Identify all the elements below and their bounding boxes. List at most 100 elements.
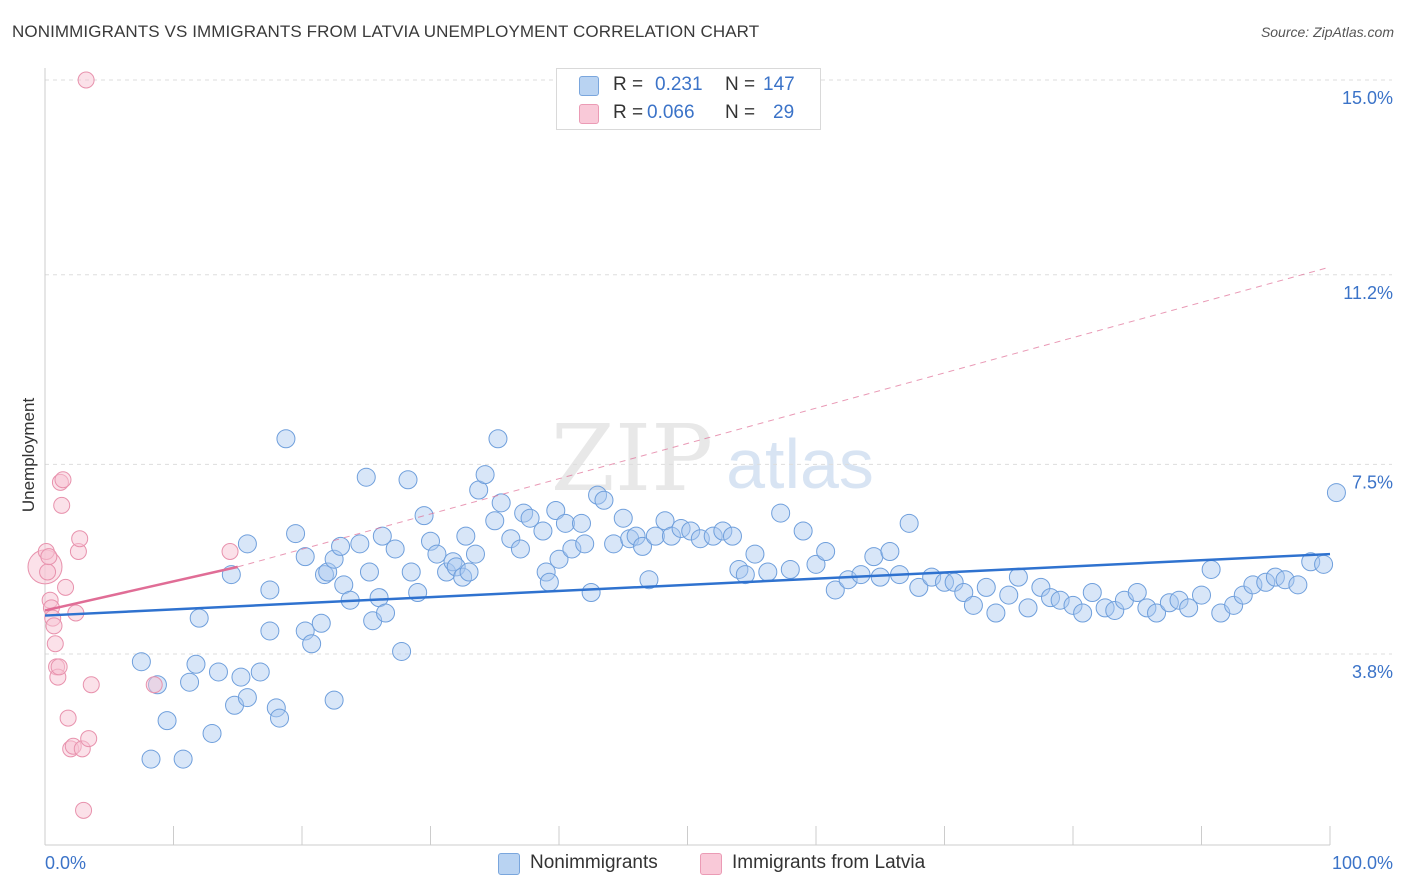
nonimmigrants-point	[260, 621, 280, 641]
legend-r-value: 0.231	[655, 74, 703, 95]
nonimmigrants-point	[1288, 575, 1308, 595]
nonimmigrants-point	[722, 526, 742, 546]
immigrants-latvia-point	[77, 71, 95, 89]
nonimmigrants-point	[485, 511, 505, 531]
nonimmigrants-point	[681, 521, 701, 541]
bottom-legend-label: Immigrants from Latvia	[732, 852, 926, 873]
nonimmigrants-point	[864, 547, 884, 567]
nonimmigrants-point	[575, 534, 595, 554]
nonimmigrants-point	[186, 654, 206, 674]
nonimmigrants-point	[266, 698, 286, 718]
immigrants-latvia-point	[221, 543, 239, 560]
trend-lines	[44, 266, 1331, 617]
nonimmigrants-point	[392, 641, 412, 661]
nonimmigrants-point	[1314, 554, 1334, 574]
nonimmigrants-point	[825, 580, 845, 600]
nonimmigrants-point	[1147, 603, 1167, 623]
nonimmigrants-point	[729, 559, 749, 579]
nonimmigrants-point	[401, 562, 421, 582]
nonimmigrants-point	[588, 485, 608, 505]
nonimmigrants-point	[208, 662, 228, 682]
legend-r-label: R =	[613, 74, 644, 95]
immigrants-latvia-point	[82, 676, 100, 694]
nonimmigrants-points	[131, 429, 1346, 769]
legend-r-label: R =	[613, 102, 644, 123]
chart-title: NONIMMIGRANTS VS IMMIGRANTS FROM LATVIA …	[12, 22, 760, 41]
nonimmigrants-point	[954, 583, 974, 602]
nonimmigrants-point	[909, 577, 929, 597]
nonimmigrants-point	[645, 526, 665, 546]
nonimmigrants-point	[180, 672, 200, 692]
nonimmigrants-point	[459, 562, 479, 582]
y-tick-label: 7.5%	[1352, 472, 1393, 492]
legend-n-label: N =	[725, 102, 756, 123]
nonimmigrants-point	[385, 539, 405, 559]
nonimmigrants-point	[703, 526, 723, 546]
nonimmigrants-point	[446, 557, 466, 577]
nonimmigrants-point	[202, 723, 222, 743]
immigrants-latvia-point	[39, 563, 57, 581]
immigrants-latvia-point	[46, 635, 64, 653]
immigrants-latvia-point	[145, 676, 163, 694]
nonimmigrants-point	[838, 570, 858, 590]
nonimmigrants-point	[1050, 590, 1070, 610]
legend-n-label: N =	[725, 74, 756, 95]
bottom-legend-swatch-pink	[700, 853, 722, 875]
immigrants-latvia-point	[75, 801, 93, 819]
nonimmigrants-point	[1201, 559, 1221, 579]
nonimmigrants-point	[639, 570, 659, 590]
nonimmigrants-point	[414, 506, 434, 526]
nonimmigrants-point	[758, 562, 778, 582]
nonimmigrants-trend-line	[44, 552, 1331, 617]
nonimmigrants-point	[899, 513, 919, 533]
legend-swatch-pink	[579, 104, 599, 124]
nonimmigrants-point	[376, 603, 396, 623]
nonimmigrants-point	[999, 585, 1019, 605]
nonimmigrants-point	[250, 662, 270, 682]
nonimmigrants-point	[1127, 583, 1147, 602]
nonimmigrants-point	[1326, 483, 1346, 503]
nonimmigrants-point	[295, 547, 315, 567]
y-tick-label: 11.2%	[1343, 283, 1393, 303]
nonimmigrants-point	[488, 429, 508, 449]
y-tick-label: 3.8%	[1352, 662, 1393, 682]
legend: R = 0.231 N = 147 R = 0.066 N = 29	[556, 68, 821, 130]
nonimmigrants-point	[1169, 590, 1189, 610]
immigrants-latvia-point	[80, 730, 98, 748]
nonimmigrants-point	[771, 503, 791, 523]
nonimmigrants-point	[465, 544, 485, 564]
nonimmigrants-point	[555, 513, 575, 533]
nonimmigrants-point	[141, 749, 161, 769]
nonimmigrants-point	[157, 711, 177, 731]
immigrants-latvia-trend-extension	[237, 266, 1331, 568]
nonimmigrants-point	[780, 559, 800, 579]
immigrants-latvia-point	[54, 471, 72, 489]
nonimmigrants-point	[398, 470, 418, 490]
nonimmigrants-point	[533, 521, 553, 541]
nonimmigrants-point	[1192, 585, 1211, 605]
nonimmigrants-point	[536, 562, 556, 582]
nonimmigrants-point	[324, 690, 344, 710]
nonimmigrants-point	[963, 595, 983, 615]
nonimmigrants-point	[359, 562, 379, 582]
nonimmigrants-point	[270, 708, 290, 728]
nonimmigrants-point	[604, 534, 624, 554]
nonimmigrants-point	[1224, 595, 1244, 615]
nonimmigrants-point	[1256, 572, 1276, 592]
nonimmigrants-point	[626, 526, 646, 546]
x-tick-label-max: 100.0%	[1332, 853, 1393, 873]
nonimmigrants-point	[372, 526, 392, 546]
tick-labels: 15.0% 11.2% 7.5% 3.8% 0.0% 100.0%	[45, 88, 1393, 873]
nonimmigrants-point	[546, 501, 566, 520]
nonimmigrants-point	[1018, 598, 1038, 618]
nonimmigrants-point	[491, 493, 511, 513]
nonimmigrants-point	[735, 565, 755, 585]
nonimmigrants-point	[237, 688, 257, 708]
nonimmigrants-point	[581, 583, 601, 602]
nonimmigrants-point	[1073, 603, 1093, 623]
nonimmigrants-point	[713, 521, 733, 541]
nonimmigrants-point	[237, 534, 257, 554]
nonimmigrants-point	[594, 490, 614, 510]
immigrants-latvia-point	[53, 496, 71, 514]
